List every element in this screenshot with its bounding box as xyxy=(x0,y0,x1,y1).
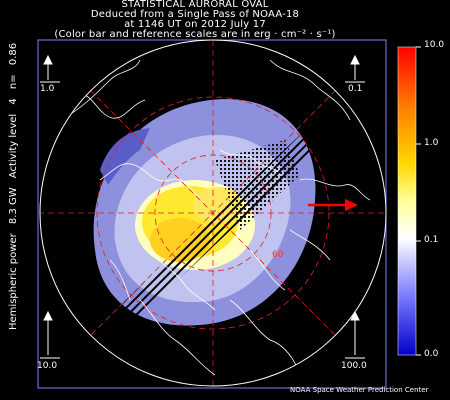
activity-value: 4 xyxy=(8,98,19,105)
scale-top-right: 0.1 xyxy=(348,84,363,94)
n-value: 0.86 xyxy=(8,42,19,66)
sun-direction-arrow xyxy=(308,199,358,211)
coastlines xyxy=(59,59,371,376)
map-subtitle-satellite: Deduced from a Single Pass of NOAA-18 xyxy=(90,9,300,20)
colorbar-tick-10: 10.0 xyxy=(424,40,445,50)
credit-text: NOAA Space Weather Prediction Center xyxy=(290,386,429,394)
color-bar xyxy=(397,46,417,356)
map-subtitle-time: at 1146 UT on 2012 July 17 xyxy=(124,19,266,30)
globe-outline xyxy=(39,39,387,387)
map-title: STATISTICAL AURORAL OVAL xyxy=(121,0,269,10)
colorbar-tick-0: 0.0 xyxy=(424,349,439,359)
activity-label: Activity level xyxy=(8,113,19,179)
map-subtitle-units: (Color bar and reference scales are in e… xyxy=(54,29,336,40)
n-label: n= xyxy=(8,74,19,90)
scale-top-left: 1.0 xyxy=(40,84,55,94)
colorbar-tick-1: 1.0 xyxy=(424,138,439,148)
scale-bottom-right: 100.0 xyxy=(341,361,367,371)
latitude-label: 60 xyxy=(272,250,284,260)
colorbar-tick-0-1: 0.1 xyxy=(424,235,439,245)
power-value: 8.3 GW xyxy=(8,187,19,225)
reference-scale-markers xyxy=(40,54,365,359)
scale-bottom-left: 10.0 xyxy=(37,361,58,371)
power-label: Hemispheric power xyxy=(8,233,19,330)
hemispheric-power-info: Hemispheric power 8.3 GW Activity level … xyxy=(8,43,20,333)
